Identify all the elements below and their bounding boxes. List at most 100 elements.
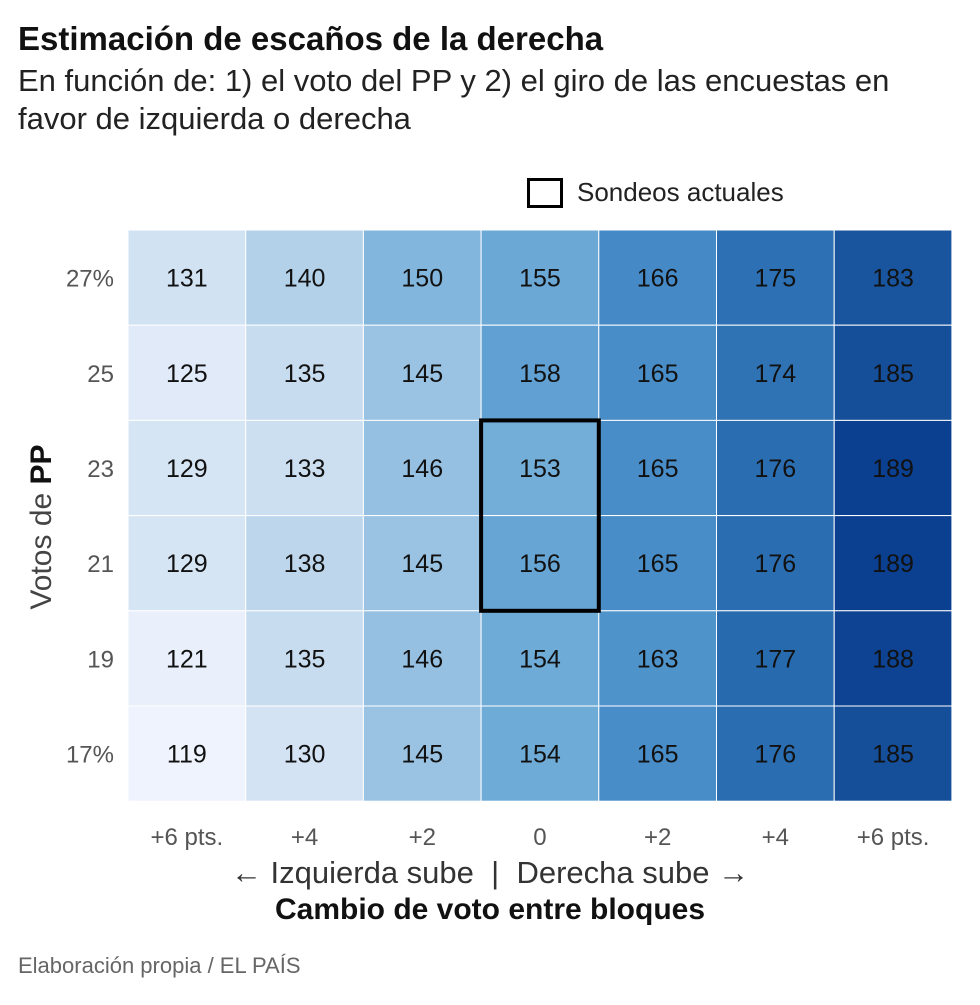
cell-value-label: 177 <box>754 645 796 673</box>
heatmap-cell <box>480 610 600 707</box>
cell-value-label: 119 <box>167 741 207 769</box>
heatmap-cell <box>480 705 600 802</box>
heatmap-cell <box>245 610 364 707</box>
y-tick-label: 25 <box>87 361 114 388</box>
heatmap-cell <box>716 324 835 421</box>
y-tick-label: 17% <box>66 742 114 769</box>
cell-value-label: 121 <box>166 645 208 673</box>
cell-value-label: 145 <box>401 550 443 578</box>
direction-separator: | <box>491 855 500 890</box>
cell-value-label: 140 <box>284 265 326 293</box>
heatmap-cell <box>245 324 364 421</box>
legend: Sondeos actuales <box>527 177 784 208</box>
cell-value-label: 158 <box>519 360 561 388</box>
heatmap-cell <box>362 419 482 517</box>
cell-value-label: 154 <box>519 645 561 673</box>
chart-title: Estimación de escaños de la derecha <box>18 20 604 57</box>
heatmap-cell <box>833 324 953 421</box>
direction-right-label: Derecha sube → <box>516 855 750 890</box>
y-tick-label: 21 <box>87 551 114 578</box>
heatmap-cell <box>362 705 482 802</box>
heatmap-cell <box>598 705 717 802</box>
heatmap-cell <box>245 419 364 517</box>
cell-value-label: 129 <box>166 550 208 578</box>
cell-value-label: 165 <box>637 741 679 769</box>
cell-value-label: 183 <box>872 265 914 293</box>
cell-value-label: 165 <box>637 455 679 483</box>
cell-value-label: 175 <box>754 265 796 293</box>
cell-value-label: 138 <box>284 550 326 578</box>
cell-value-label: 166 <box>637 265 679 293</box>
y-tick-label: 23 <box>87 456 114 483</box>
x-tick-label: 0 <box>533 824 546 851</box>
heatmap-cell <box>362 515 482 612</box>
cell-value-label: 185 <box>872 360 914 388</box>
heatmap-cell <box>833 610 953 707</box>
heatmap-cell <box>362 610 482 707</box>
cell-value-label: 163 <box>637 645 679 673</box>
y-axis-title: Votos de PP <box>25 444 59 609</box>
cell-value-label: 176 <box>754 455 796 483</box>
heatmap-cell <box>480 324 600 421</box>
heatmap-cell <box>127 610 247 707</box>
y-axis-title-party: PP <box>25 444 58 485</box>
cell-value-label: 129 <box>166 455 208 483</box>
heatmap-cell <box>716 419 835 517</box>
cell-value-label: 150 <box>401 265 443 293</box>
x-axis-direction: ← Izquierda sube | Derecha sube → <box>0 855 980 891</box>
current-polls-highlight <box>479 418 601 613</box>
heatmap-cell <box>833 705 953 802</box>
heatmap-cell <box>245 229 364 326</box>
x-tick-label: +4 <box>291 824 318 851</box>
cell-value-label: 145 <box>401 360 443 388</box>
y-tick-label: 19 <box>87 646 114 673</box>
x-tick-label: +2 <box>409 824 436 851</box>
heatmap-cell <box>598 324 717 421</box>
y-axis-title-prefix: Votos de <box>25 484 58 610</box>
heatmap-cell <box>598 610 717 707</box>
cell-value-label: 135 <box>284 645 326 673</box>
cell-value-label: 135 <box>284 360 326 388</box>
x-axis-title: Cambio de voto entre bloques <box>274 893 706 926</box>
heatmap-cell <box>716 610 835 707</box>
legend-label: Sondeos actuales <box>577 177 784 207</box>
heatmap-cell <box>245 515 364 612</box>
cell-value-label: 189 <box>872 455 914 483</box>
heatmap-cell <box>480 515 600 612</box>
cell-value-label: 154 <box>519 741 561 769</box>
cell-value-label: 185 <box>872 741 914 769</box>
chart-subtitle: En función de: 1) el voto del PP y 2) el… <box>18 63 890 136</box>
x-tick-label: +6 pts. <box>857 824 930 851</box>
legend-highlight-swatch <box>527 177 563 208</box>
cell-value-label: 176 <box>754 741 796 769</box>
heatmap-cell <box>716 705 835 802</box>
cell-value-label: 156 <box>519 550 561 578</box>
cell-value-label: 146 <box>401 645 443 673</box>
cell-value-label: 188 <box>872 645 914 673</box>
source-note: Elaboración propia / EL PAÍS <box>18 953 301 978</box>
heatmap-cell <box>598 515 717 612</box>
cell-value-label: 165 <box>637 550 679 578</box>
x-tick-label: +6 pts. <box>150 824 223 851</box>
cell-value-label: 125 <box>166 360 208 388</box>
y-tick-label: 27% <box>66 266 114 293</box>
x-tick-label: +4 <box>762 824 789 851</box>
cell-value-label: 133 <box>284 455 326 483</box>
heatmap-cell <box>362 229 482 326</box>
cell-value-label: 153 <box>519 455 561 483</box>
cell-value-label: 174 <box>754 360 796 388</box>
heatmap-cell <box>833 419 953 517</box>
heatmap-cell <box>716 515 835 612</box>
cell-value-label: 130 <box>284 741 326 769</box>
cell-value-label: 145 <box>401 741 443 769</box>
cell-value-label: 176 <box>754 550 796 578</box>
cell-value-label: 165 <box>637 360 679 388</box>
heatmap-cell <box>716 229 835 326</box>
cell-value-label: 146 <box>401 455 443 483</box>
cell-value-label: 189 <box>872 550 914 578</box>
x-tick-label: +2 <box>644 824 671 851</box>
direction-left-label: ← Izquierda sube <box>230 855 474 890</box>
cell-value-label: 155 <box>519 265 561 293</box>
cell-value-label: 131 <box>166 265 208 293</box>
heatmap-cell <box>833 229 953 326</box>
